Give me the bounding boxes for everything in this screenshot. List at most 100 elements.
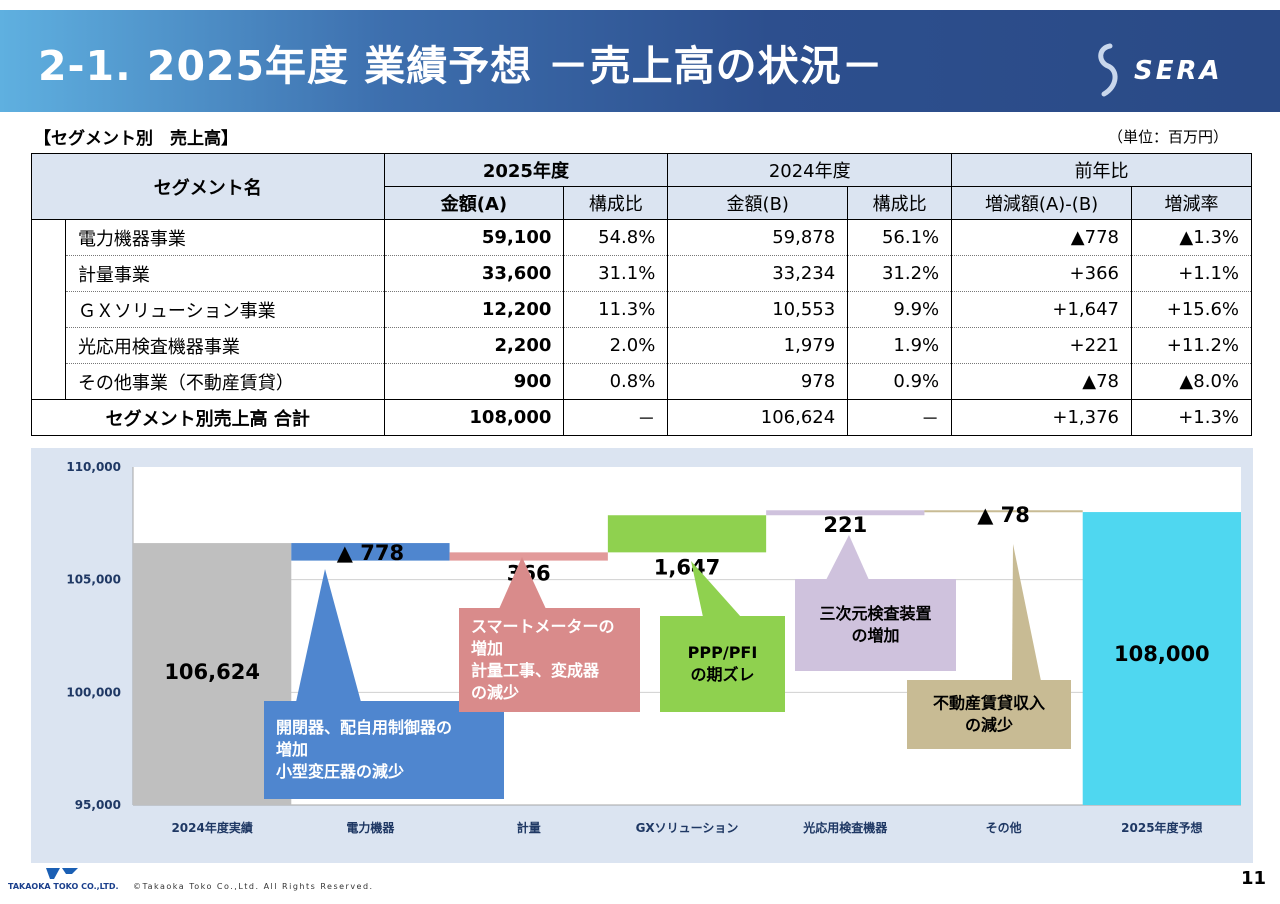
share-b: 0.9% <box>847 363 953 400</box>
share-a: 31.1% <box>563 255 669 292</box>
table-row: その他事業（不動産賃貸） 900 0.8% 978 0.9% ▲78 ▲8.0% <box>31 363 1253 400</box>
callout-box <box>660 616 785 712</box>
segment-name: 電力機器事業 <box>64 219 385 256</box>
y-tick-label: 100,000 <box>66 685 121 699</box>
page-header: 2-1. 2025年度 業績予想 －売上高の状況－ SERA <box>0 10 1280 112</box>
table-total-row: セグメント別売上高 合計 108,000 － 106,624 － +1,376 … <box>31 399 1253 436</box>
share-a-header: 構成比 <box>563 186 669 220</box>
share-b: 9.9% <box>847 291 953 328</box>
waterfall-bar <box>766 510 925 516</box>
segment-name: ＧＸソリューション事業 <box>64 291 385 328</box>
diff: ▲778 <box>951 219 1132 256</box>
callout-text: の増加 <box>851 626 899 645</box>
row-indent <box>31 327 66 364</box>
share-a: 2.0% <box>563 327 669 364</box>
rate: +15.6% <box>1130 291 1253 328</box>
sera-logo-text: SERA <box>1134 56 1223 86</box>
diff: +221 <box>951 327 1132 364</box>
waterfall-bar <box>291 543 450 561</box>
company-name: TAKAOKA TOKO CO.,LTD. <box>8 882 119 891</box>
amount-b: 33,234 <box>667 255 849 292</box>
page-number: 11 <box>1240 868 1266 889</box>
row-indent <box>31 255 66 292</box>
callout-pointer <box>826 535 869 580</box>
amount-b: 10,553 <box>667 291 849 328</box>
x-tick-label: 光応用検査機器 <box>802 820 888 835</box>
callout-box <box>795 579 956 671</box>
group-2024-header: 2024年度 <box>667 153 953 187</box>
table-row: ＧＸソリューション事業 12,200 11.3% 10,553 9.9% +1,… <box>31 291 1253 328</box>
y-tick-label: 105,000 <box>66 573 121 587</box>
section-title: 【セグメント別 売上高】 <box>34 129 238 149</box>
data-label: 221 <box>823 513 867 537</box>
amount-b-header: 金額(B) <box>667 186 849 220</box>
total-amount-a: 108,000 <box>383 399 565 436</box>
amount-a: 59,100 <box>383 219 565 256</box>
group-2025-header: 2025年度 <box>383 153 669 187</box>
callout-pointer <box>499 557 546 609</box>
diff: +366 <box>951 255 1132 292</box>
waterfall-bar <box>449 552 608 561</box>
takaoka-toko-logo-icon <box>46 868 78 879</box>
row-indent <box>31 363 66 400</box>
group-yoy-header: 前年比 <box>951 153 1252 187</box>
amount-b: 1,979 <box>667 327 849 364</box>
callout-text: 増加 <box>471 639 503 658</box>
rate: ▲8.0% <box>1130 363 1253 400</box>
waterfall-bar <box>1082 512 1241 805</box>
callout-box <box>907 680 1071 749</box>
page-title: 2-1. 2025年度 業績予想 －売上高の状況－ <box>38 42 884 90</box>
data-label: 106,624 <box>164 660 260 684</box>
total-rate: +1.3% <box>1130 399 1253 436</box>
table-row: 電力機器事業 59,100 54.8% 59,878 56.1% ▲778 ▲1… <box>31 219 1253 256</box>
share-b-header: 構成比 <box>847 186 953 220</box>
x-tick-label: GXソリューション <box>636 821 739 835</box>
company-logo: TAKAOKA TOKO CO.,LTD. <box>8 866 119 896</box>
amount-b: 59,878 <box>667 219 849 256</box>
y-tick-label: 110,000 <box>66 460 121 474</box>
callout-box <box>459 608 640 712</box>
table-row: 計量事業 33,600 31.1% 33,234 31.2% +366 +1.1… <box>31 255 1253 292</box>
rate: +11.2% <box>1130 327 1253 364</box>
amount-a-header: 金額(A) <box>383 186 565 220</box>
callout-text: 三次元検査装置 <box>819 604 931 623</box>
amount-b: 978 <box>667 363 849 400</box>
share-b: 31.2% <box>847 255 953 292</box>
share-a: 11.3% <box>563 291 669 328</box>
total-amount-b: 106,624 <box>667 399 849 436</box>
waterfall-bar <box>607 515 767 553</box>
waterfall-chart-panel: 95,000 100,000 105,000 110,000 2024年度実績 電力機器 計… <box>31 448 1253 863</box>
callout-text: 小型変圧器の減少 <box>276 762 404 781</box>
callout-text: スマートメーターの <box>471 617 615 636</box>
x-tick-label: 電力機器 <box>346 820 395 835</box>
y-tick-label: 95,000 <box>75 798 121 812</box>
x-tick-label: その他 <box>986 820 1022 835</box>
amount-a: 12,200 <box>383 291 565 328</box>
callout-pointer <box>296 569 361 702</box>
share-b: 56.1% <box>847 219 953 256</box>
data-label: ▲ 78 <box>977 503 1030 527</box>
callout-text: 計量工事、変成器 <box>471 661 600 680</box>
total-share-b: － <box>847 399 953 436</box>
total-share-a: － <box>563 399 669 436</box>
callout-text: 開閉器、配自用制御器の <box>276 718 452 737</box>
amount-a: 33,600 <box>383 255 565 292</box>
rate: +1.1% <box>1130 255 1253 292</box>
diff-header: 増減額(A)-(B) <box>951 186 1132 220</box>
rate: ▲1.3% <box>1130 219 1253 256</box>
data-label: 108,000 <box>1114 642 1210 666</box>
share-a: 0.8% <box>563 363 669 400</box>
callout-text: の減少 <box>965 716 1013 735</box>
callout-text: の減少 <box>471 683 519 702</box>
callout-text: PPP/PFI <box>688 643 758 662</box>
x-tick-label: 2024年度実績 <box>171 820 252 835</box>
waterfall-bar <box>924 510 1083 513</box>
share-a: 54.8% <box>563 219 669 256</box>
segment-name: 光応用検査機器事業 <box>64 327 385 364</box>
row-indent <box>31 291 66 328</box>
row-indent <box>31 219 66 256</box>
diff: ▲78 <box>951 363 1132 400</box>
amount-a: 2,200 <box>383 327 565 364</box>
callout-pointer <box>691 561 741 617</box>
data-label: 1,647 <box>654 555 720 579</box>
